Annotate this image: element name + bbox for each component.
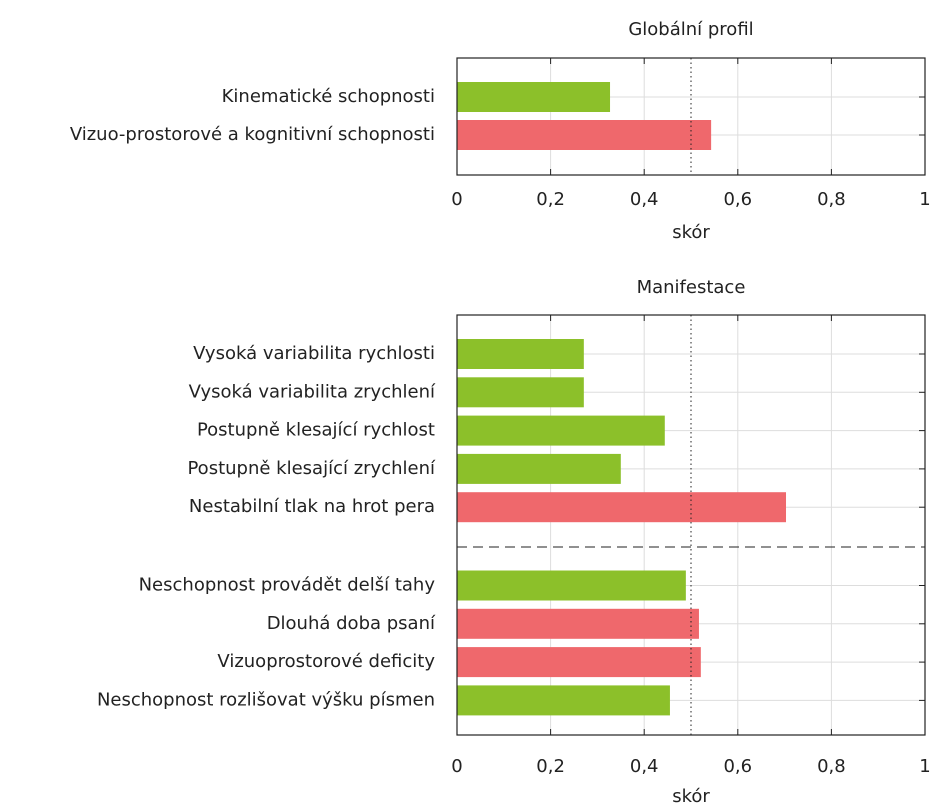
y-tick-label: Vizuoprostorové deficity — [217, 651, 435, 672]
bar — [457, 415, 665, 446]
y-tick-label: Postupně klesající rychlost — [197, 420, 435, 441]
bar — [457, 377, 584, 408]
bar — [457, 492, 787, 523]
x-tick-label: 0 — [451, 189, 462, 210]
x-tick-label: 0,4 — [630, 189, 659, 210]
chart-title: Manifestace — [637, 277, 746, 298]
x-tick-label: 0,8 — [817, 756, 846, 777]
bar — [457, 339, 584, 369]
x-tick-label: 0,6 — [723, 756, 752, 777]
y-tick-label: Postupně klesající zrychlení — [187, 458, 436, 479]
chart-title: Globální profil — [628, 19, 753, 40]
bar — [457, 453, 621, 484]
x-tick-label: 0 — [451, 756, 462, 777]
x-tick-label: 1 — [919, 189, 930, 210]
x-axis-label: skór — [672, 786, 710, 807]
bar — [457, 608, 699, 639]
y-tick-label: Kinematické schopnosti — [222, 86, 435, 107]
bar — [457, 120, 712, 150]
x-tick-label: 1 — [919, 756, 930, 777]
x-axis-label: skór — [672, 222, 710, 243]
y-tick-label: Nestabilní tlak na hrot pera — [189, 496, 435, 517]
y-tick-label: Neschopnost rozlišovat výšku písmen — [97, 689, 435, 710]
y-tick-label: Vizuo-prostorové a kognitivní schopnosti — [70, 124, 435, 145]
bar — [457, 82, 611, 112]
bar — [457, 570, 686, 601]
bar — [457, 685, 670, 716]
x-tick-label: 0,8 — [817, 189, 846, 210]
y-tick-label: Neschopnost provádět delší tahy — [139, 575, 436, 596]
y-tick-label: Dlouhá doba psaní — [267, 613, 436, 634]
x-tick-label: 0,4 — [630, 756, 659, 777]
x-tick-label: 0,2 — [536, 189, 565, 210]
y-tick-label: Vysoká variabilita rychlosti — [193, 343, 435, 364]
x-tick-label: 0,6 — [723, 189, 752, 210]
x-tick-label: 0,2 — [536, 756, 565, 777]
plot-frame — [456, 314, 926, 736]
bar — [457, 647, 701, 678]
plot-frame — [456, 57, 926, 176]
y-tick-label: Vysoká variabilita zrychlení — [189, 381, 436, 402]
